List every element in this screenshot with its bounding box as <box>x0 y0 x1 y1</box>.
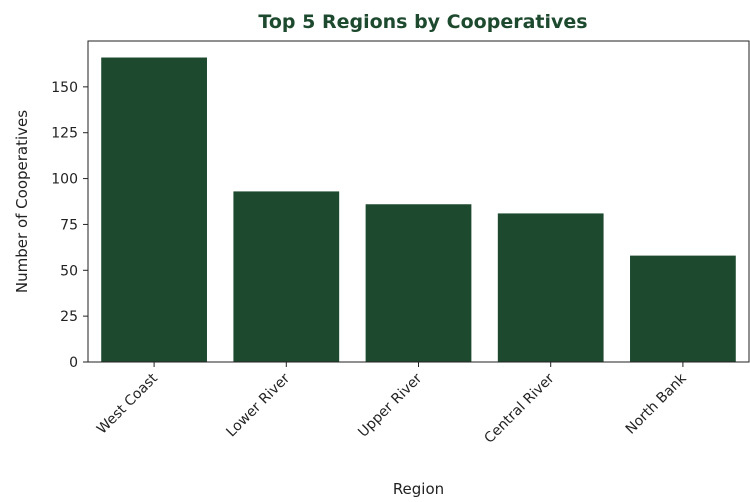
y-tick-label: 150 <box>51 80 78 96</box>
y-tick-label: 50 <box>60 263 78 279</box>
y-axis-label: Number of Cooperatives <box>13 110 31 293</box>
x-tick-label: North Bank <box>623 370 691 438</box>
x-axis: West Coast Lower River Upper River Central … <box>94 362 690 447</box>
bars-group <box>101 57 736 362</box>
bar-upper-river <box>365 204 472 362</box>
bar-lower-river <box>233 191 340 362</box>
bar-central-river <box>497 213 604 362</box>
y-tick-label: 0 <box>69 355 78 371</box>
plot-frame <box>87 40 750 363</box>
x-tick-label: Lower River <box>223 370 293 440</box>
chart-title: Top 5 Regions by Cooperatives <box>258 11 587 33</box>
x-tick-label: Upper River <box>355 370 425 440</box>
x-axis-label: Region <box>393 480 444 498</box>
x-tick-label: West Coast <box>94 370 161 437</box>
bar-west-coast <box>101 57 207 362</box>
y-tick-label: 125 <box>51 126 78 142</box>
y-tick-label: 75 <box>60 217 78 233</box>
y-axis: 0 25 50 75 100 125 150 <box>51 80 88 371</box>
y-tick-label: 100 <box>51 172 78 188</box>
y-tick-label: 25 <box>60 309 78 325</box>
x-tick-label: Central River <box>481 370 557 446</box>
bar-north-bank <box>630 255 736 362</box>
